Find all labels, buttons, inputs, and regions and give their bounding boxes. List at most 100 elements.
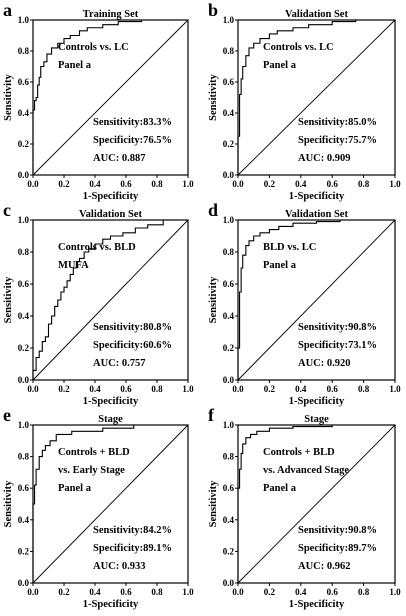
x-tick-label: 1.0 xyxy=(182,587,194,597)
y-tick-label: 0.0 xyxy=(18,375,30,385)
stat-annotation: Sensitivity:90.8% xyxy=(298,525,377,536)
x-tick-label: 0.6 xyxy=(120,179,132,189)
panel-letter: e xyxy=(3,405,11,425)
y-axis-label: Sensitivity xyxy=(3,276,14,323)
stat-annotation: Specificity:60.6% xyxy=(93,340,172,351)
roc-panel-e: e Stage 0.0 0.2 0.4 0.6 0.8 1.0 0.0 0.2 0.4 0.6 0.8 1… xyxy=(3,405,194,610)
y-tick-label: 0.6 xyxy=(18,77,30,87)
y-tick-label: 0.8 xyxy=(18,452,30,462)
x-tick-label: 0.6 xyxy=(327,179,339,189)
x-tick-label: 0.0 xyxy=(232,384,244,394)
x-axis-label: 1-Specificity xyxy=(83,599,139,610)
stat-annotation: Sensitivity:90.8% xyxy=(298,322,377,333)
x-tick-label: 0.4 xyxy=(89,384,101,394)
roc-curve xyxy=(237,219,395,380)
x-tick-label: 1.0 xyxy=(182,179,194,189)
panel-annotation: vs. Early Stage xyxy=(58,465,125,476)
reference-diagonal xyxy=(237,19,396,176)
x-tick-label: 0.0 xyxy=(232,179,244,189)
y-tick-label: 1.0 xyxy=(223,15,235,25)
stat-annotation: Sensitivity:83.3% xyxy=(93,117,172,128)
panel-letter: c xyxy=(3,200,11,220)
y-tick-label: 1.0 xyxy=(18,420,30,430)
y-tick-label: 0.8 xyxy=(223,46,235,56)
panel-title: Validation Set xyxy=(79,209,142,220)
stat-annotation: AUC: 0.887 xyxy=(93,153,146,164)
roc-curve xyxy=(32,219,188,380)
y-tick-label: 0.0 xyxy=(18,170,30,180)
x-axis-label: 1-Specificity xyxy=(83,191,139,202)
y-tick-label: 0.2 xyxy=(223,546,235,556)
y-tick-label: 0.2 xyxy=(18,546,30,556)
stat-annotation: AUC: 0.933 xyxy=(93,561,146,572)
stat-annotation: Sensitivity:80.8% xyxy=(93,322,172,333)
stat-annotation: Sensitivity:85.0% xyxy=(298,117,377,128)
x-tick-label: 1.0 xyxy=(389,179,401,189)
x-axis-label: 1-Specificity xyxy=(83,396,139,407)
x-tick-label: 0.8 xyxy=(358,587,370,597)
x-tick-label: 0.2 xyxy=(58,587,70,597)
x-axis-label: 1-Specificity xyxy=(289,396,345,407)
y-tick-label: 0.2 xyxy=(18,343,30,353)
panel-annotation: BLD vs. LC xyxy=(263,242,316,253)
panel-letter: a xyxy=(3,0,12,20)
x-tick-label: 1.0 xyxy=(389,384,401,394)
plot-frame xyxy=(237,219,396,381)
y-tick-label: 0.0 xyxy=(223,578,235,588)
panel-annotation: vs. Advanced Stage xyxy=(263,465,349,476)
x-tick-label: 0.2 xyxy=(58,384,70,394)
x-tick-label: 0.4 xyxy=(89,179,101,189)
y-tick-label: 0.6 xyxy=(223,279,235,289)
plot-frame xyxy=(32,219,189,381)
panel-annotation: MUFA xyxy=(58,260,89,271)
stat-annotation: Specificity:89.1% xyxy=(93,543,172,554)
panel-letter: d xyxy=(208,200,218,220)
panel-annotation: Controls vs. BLD xyxy=(58,242,136,253)
y-tick-label: 0.2 xyxy=(223,139,235,149)
x-tick-label: 0.4 xyxy=(295,384,307,394)
x-tick-label: 0.2 xyxy=(58,179,70,189)
x-tick-label: 0.2 xyxy=(264,384,276,394)
roc-panel-a: a Training Set 0.0 0.2 0.4 0.6 0.8 1.0 0.0 0.2 0.4… xyxy=(3,0,194,202)
stat-annotation: AUC: 0.757 xyxy=(93,358,146,369)
panel-annotation: Panel a xyxy=(263,483,297,494)
x-tick-label: 0.6 xyxy=(327,384,339,394)
roc-curve xyxy=(32,424,188,583)
y-axis-label: Sensitivity xyxy=(208,480,219,527)
x-tick-label: 0.8 xyxy=(151,587,163,597)
panel-letter: b xyxy=(208,0,218,20)
y-tick-label: 0.4 xyxy=(223,515,235,525)
panel-title: Training Set xyxy=(83,9,139,20)
y-tick-label: 0.2 xyxy=(18,139,30,149)
y-tick-label: 0.4 xyxy=(18,311,30,321)
plot-frame xyxy=(237,19,396,176)
x-tick-label: 0.0 xyxy=(27,384,39,394)
y-tick-label: 0.4 xyxy=(223,108,235,118)
x-tick-label: 0.4 xyxy=(89,587,101,597)
y-tick-label: 0.6 xyxy=(18,483,30,493)
reference-diagonal xyxy=(32,219,189,381)
y-axis-label: Sensitivity xyxy=(208,276,219,323)
y-tick-label: 0.4 xyxy=(18,108,30,118)
x-tick-label: 0.4 xyxy=(295,587,307,597)
x-tick-label: 0.6 xyxy=(120,384,132,394)
y-tick-label: 0.8 xyxy=(223,247,235,257)
plot-frame xyxy=(32,19,189,176)
x-tick-label: 1.0 xyxy=(182,384,194,394)
panel-annotation: Controls vs. LC xyxy=(263,42,334,53)
y-tick-label: 0.4 xyxy=(223,311,235,321)
stat-annotation: AUC: 0.920 xyxy=(298,358,351,369)
y-tick-label: 0.6 xyxy=(223,483,235,493)
x-tick-label: 0.0 xyxy=(232,587,244,597)
y-tick-label: 0.6 xyxy=(223,77,235,87)
x-tick-label: 0.0 xyxy=(27,179,39,189)
roc-curve xyxy=(237,424,395,583)
y-tick-label: 1.0 xyxy=(18,215,30,225)
x-tick-label: 0.8 xyxy=(151,179,163,189)
x-axis-label: 1-Specificity xyxy=(289,599,345,610)
panel-title: Stage xyxy=(98,414,123,425)
roc-panel-c: c Validation Set 0.0 0.2 0.4 0.6 0.8 1.0 0.0 0.2 0… xyxy=(3,200,194,407)
panel-annotation: Controls + BLD xyxy=(58,447,130,458)
stat-annotation: AUC: 0.909 xyxy=(298,153,351,164)
